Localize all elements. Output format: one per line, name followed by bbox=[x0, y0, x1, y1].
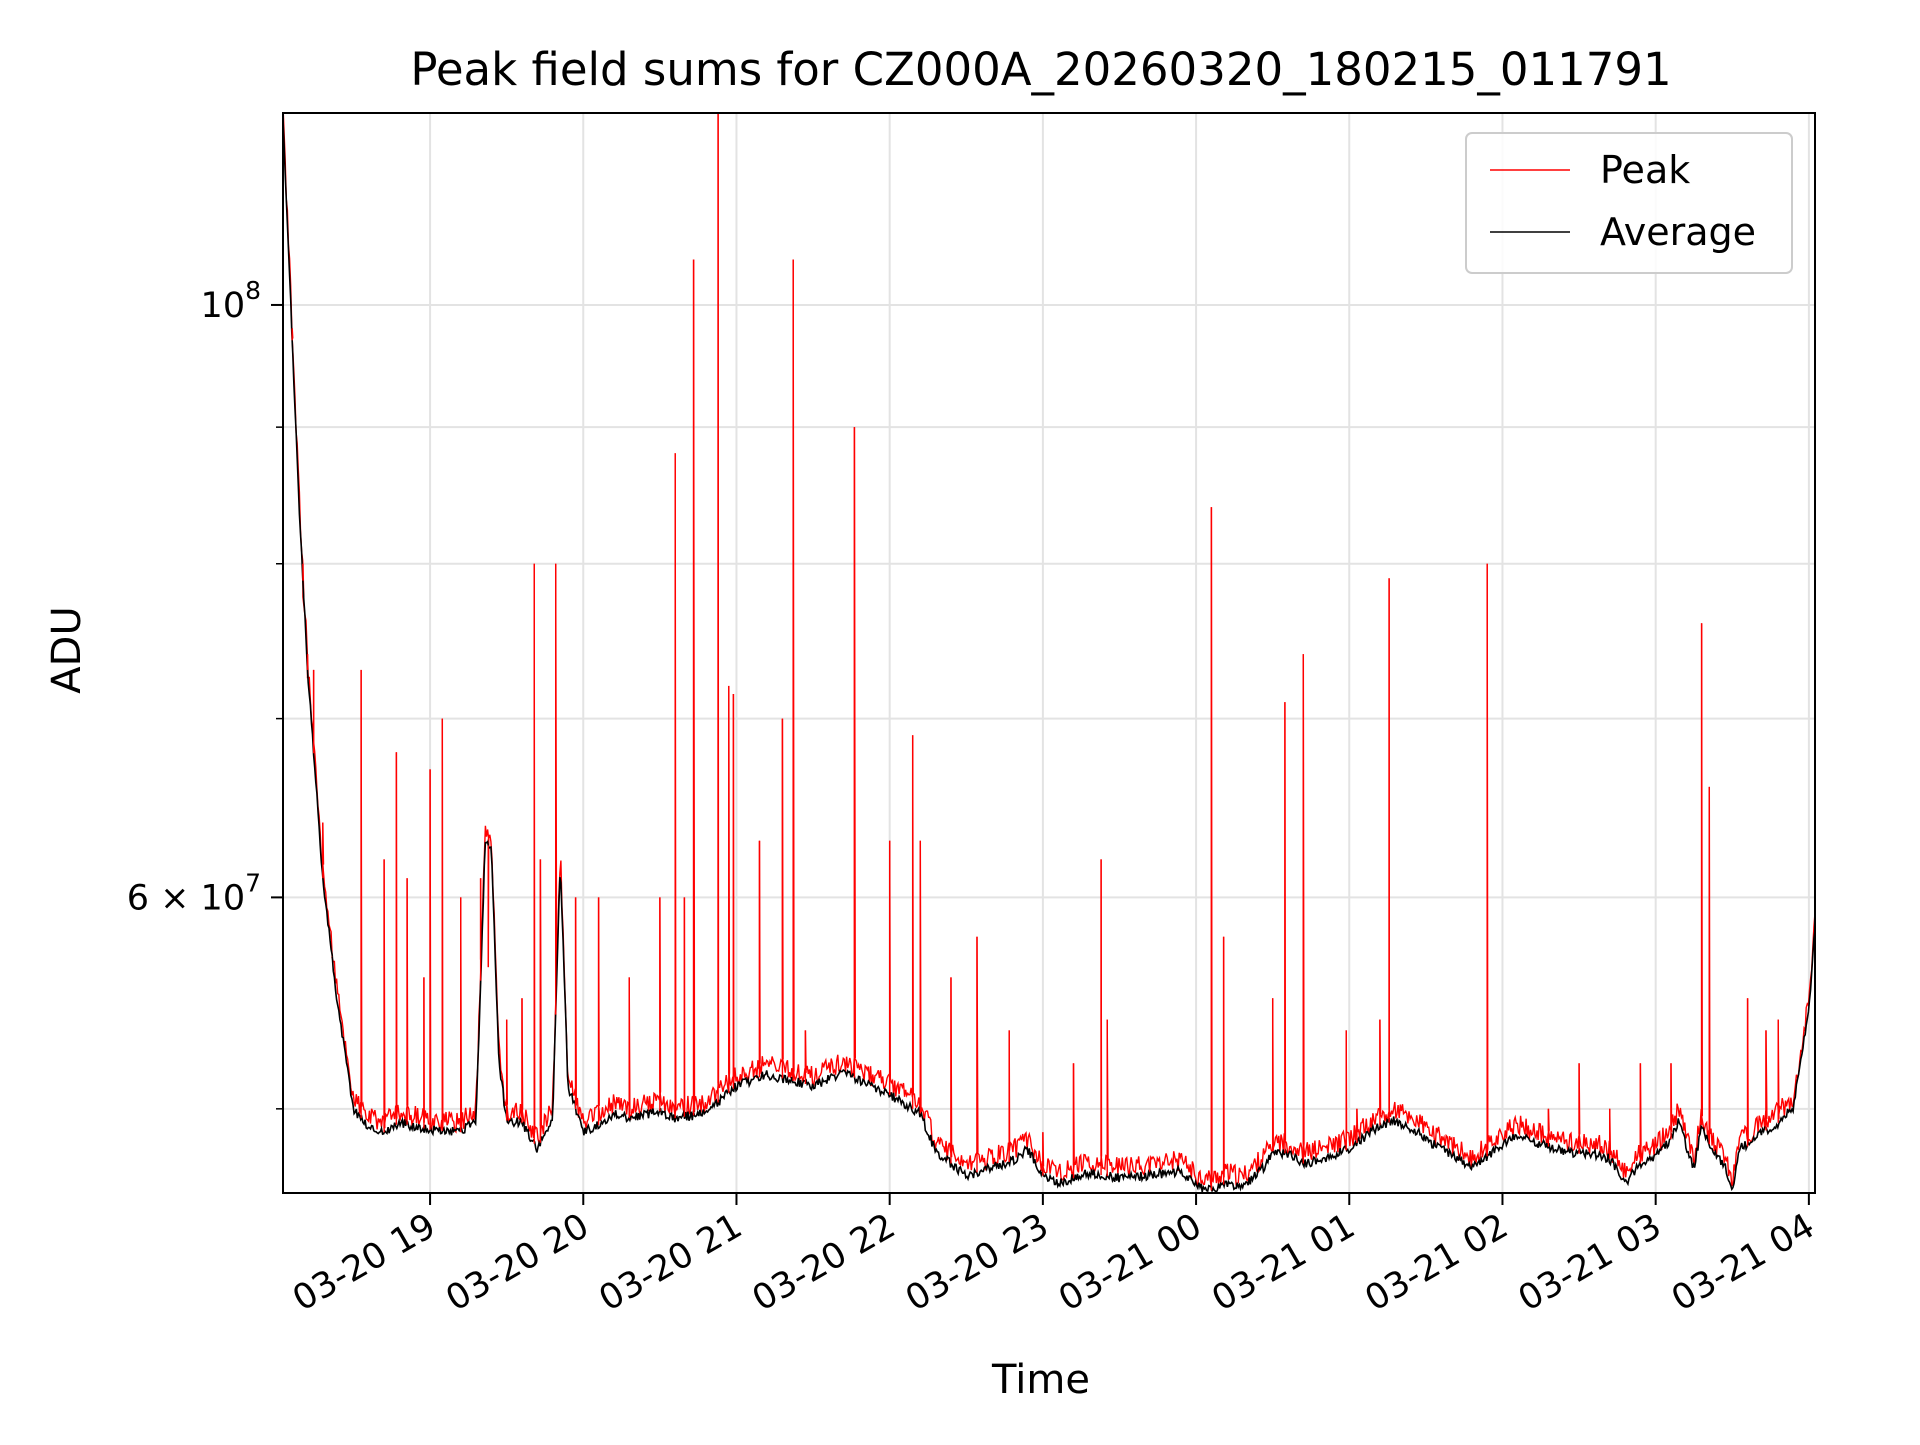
x-tick-label: 03-21 02 bbox=[1359, 1206, 1515, 1319]
x-tick-label: 03-21 04 bbox=[1665, 1206, 1821, 1319]
y-tick-base: 10 bbox=[201, 286, 246, 326]
x-axis-title: Time bbox=[991, 1357, 1090, 1403]
x-tick-label: 03-20 22 bbox=[746, 1206, 902, 1319]
y-tick-exponent: 7 bbox=[245, 868, 261, 897]
y-tick-exponent: 8 bbox=[245, 276, 261, 305]
plot-frame bbox=[282, 112, 1816, 1194]
legend-label-average: Average bbox=[1600, 210, 1756, 254]
legend-label-peak: Peak bbox=[1600, 148, 1690, 192]
y-tick-label: 6 × 107 bbox=[127, 868, 261, 918]
x-tick-label: 03-21 00 bbox=[1052, 1206, 1208, 1319]
x-tick-label: 03-21 01 bbox=[1205, 1206, 1361, 1319]
plot-series bbox=[283, 113, 1815, 1193]
x-tick-label: 03-20 20 bbox=[439, 1206, 595, 1319]
x-tick-label: 03-20 21 bbox=[593, 1206, 749, 1319]
y-tick-base: 6 × 10 bbox=[127, 878, 245, 918]
y-tick-label: 108 bbox=[201, 276, 261, 326]
chart-title: Peak field sums for CZ000A_20260320_1802… bbox=[410, 43, 1671, 96]
y-axis-title: ADU bbox=[44, 606, 90, 693]
legend-box bbox=[1465, 132, 1793, 274]
x-tick-label: 03-20 19 bbox=[286, 1206, 442, 1319]
average-series-line bbox=[283, 119, 1815, 1193]
x-tick-label: 03-21 03 bbox=[1512, 1206, 1668, 1319]
grid bbox=[283, 113, 1815, 1193]
x-tick-label: 03-20 23 bbox=[899, 1206, 1055, 1319]
legend: Peak Average bbox=[1465, 132, 1793, 274]
